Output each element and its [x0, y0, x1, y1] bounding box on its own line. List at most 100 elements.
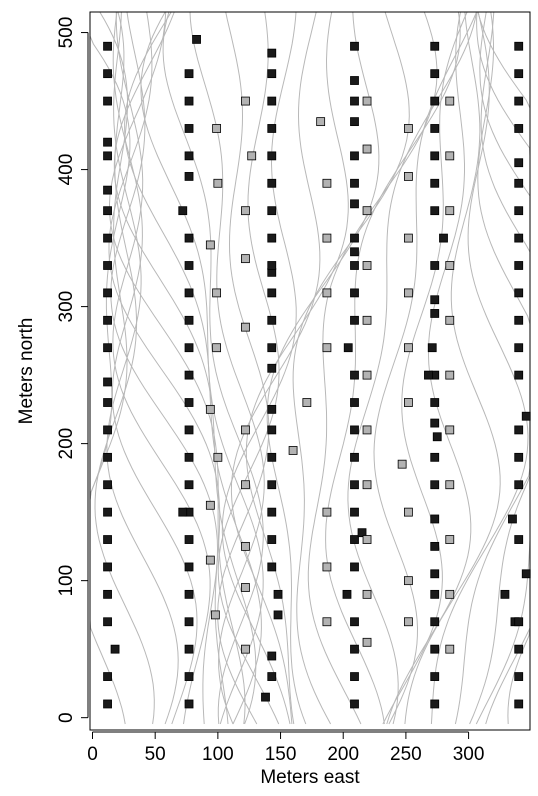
- x-tick-label: 250: [390, 744, 422, 765]
- point: [184, 343, 194, 353]
- point: [261, 692, 270, 702]
- point: [445, 96, 455, 106]
- point: [445, 644, 455, 654]
- point: [430, 514, 440, 524]
- point: [350, 117, 359, 127]
- point: [103, 233, 112, 243]
- x-tick-label: 0: [87, 744, 98, 765]
- point: [103, 398, 112, 407]
- point: [430, 418, 440, 428]
- point: [103, 137, 112, 147]
- contour-line: [106, 11, 179, 725]
- point: [445, 480, 455, 490]
- point: [103, 535, 112, 544]
- x-tick-label: 150: [265, 744, 297, 765]
- point: [267, 151, 277, 161]
- point: [184, 672, 194, 681]
- point: [322, 617, 332, 627]
- point: [212, 343, 222, 353]
- point: [241, 541, 250, 551]
- point: [350, 76, 359, 85]
- point: [267, 480, 277, 490]
- point: [445, 261, 455, 270]
- point: [445, 315, 455, 325]
- point: [514, 672, 524, 681]
- point: [241, 206, 250, 216]
- point: [514, 535, 524, 544]
- point: [404, 233, 413, 243]
- x-tick-label: 100: [202, 744, 234, 765]
- point: [103, 315, 112, 325]
- point: [241, 425, 250, 435]
- point: [322, 507, 332, 517]
- point: [267, 261, 277, 270]
- point: [521, 569, 531, 579]
- point: [184, 398, 194, 407]
- point: [267, 124, 277, 133]
- point: [514, 370, 524, 380]
- point: [445, 535, 455, 544]
- point: [184, 617, 194, 627]
- point: [212, 124, 222, 133]
- point: [205, 500, 215, 510]
- point: [362, 425, 372, 435]
- point: [514, 124, 524, 133]
- point: [362, 96, 372, 106]
- point: [184, 644, 194, 654]
- point: [184, 288, 194, 298]
- point: [267, 206, 277, 216]
- point: [267, 507, 277, 517]
- point: [404, 398, 413, 407]
- point: [350, 480, 359, 490]
- point: [184, 315, 194, 325]
- point: [184, 96, 194, 106]
- point: [514, 315, 524, 325]
- point: [404, 343, 413, 353]
- point: [184, 261, 194, 270]
- x-tick-label: 50: [145, 744, 166, 765]
- contour-line: [140, 11, 264, 725]
- point: [362, 589, 372, 599]
- point: [430, 261, 440, 270]
- point: [184, 69, 194, 79]
- point: [103, 425, 112, 435]
- point: [514, 617, 524, 627]
- point: [103, 452, 112, 462]
- contour-line: [110, 11, 219, 725]
- point: [184, 535, 194, 544]
- point: [103, 41, 112, 51]
- point: [350, 617, 359, 627]
- contour-line: [89, 11, 128, 725]
- contour-line: [307, 11, 438, 725]
- point: [514, 233, 524, 243]
- contour-line: [111, 11, 198, 725]
- point: [430, 41, 440, 51]
- point: [184, 562, 194, 572]
- point: [184, 151, 194, 161]
- point: [430, 569, 440, 579]
- point: [362, 315, 372, 325]
- point: [342, 589, 352, 599]
- point: [430, 96, 440, 106]
- point: [288, 446, 298, 455]
- point: [514, 69, 524, 79]
- point: [445, 425, 455, 435]
- point: [430, 452, 440, 462]
- point: [322, 562, 332, 572]
- point: [316, 117, 326, 127]
- point: [432, 432, 442, 442]
- point: [404, 288, 413, 298]
- point: [110, 644, 120, 654]
- point: [514, 288, 524, 298]
- point: [430, 151, 440, 161]
- x-tick-label: 200: [327, 744, 359, 765]
- point: [267, 315, 277, 325]
- point: [508, 514, 517, 524]
- contour-line: [477, 11, 531, 725]
- point: [350, 41, 359, 51]
- contour-line: [162, 11, 264, 725]
- point: [430, 178, 440, 188]
- contour-line: [430, 11, 529, 725]
- point: [267, 425, 277, 435]
- point: [430, 617, 440, 627]
